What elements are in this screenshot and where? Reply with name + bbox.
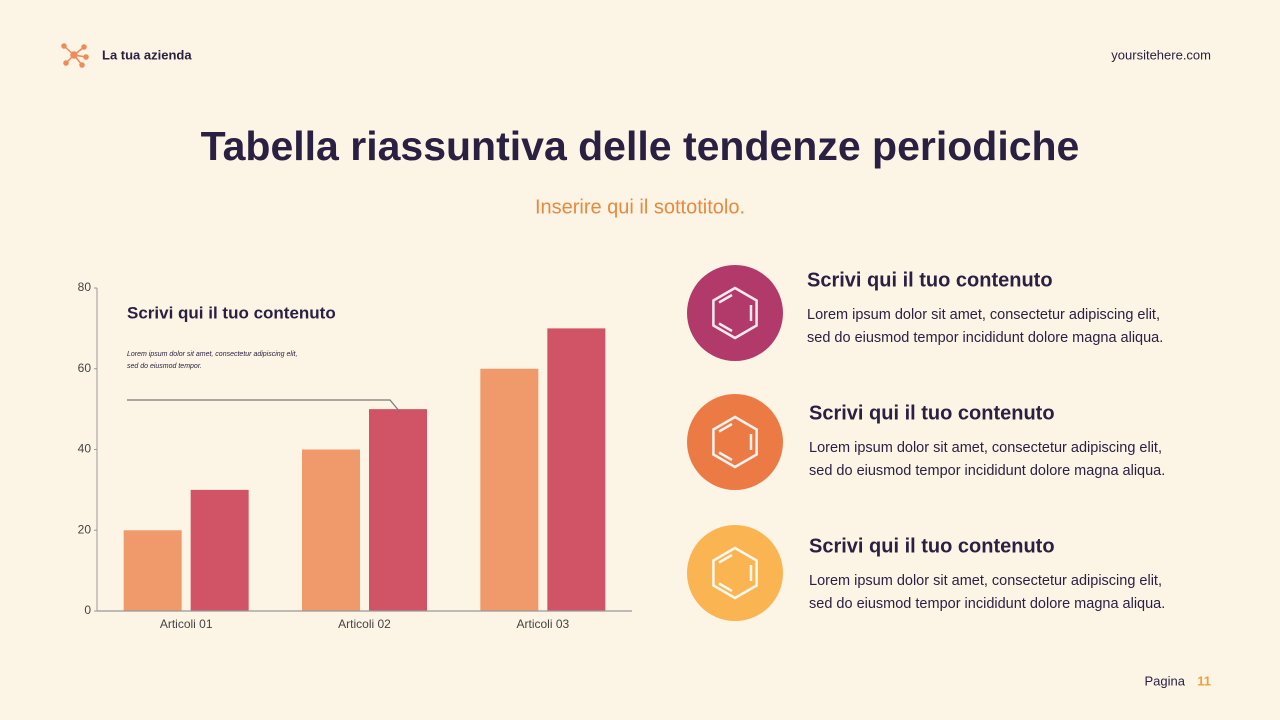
y-tick-label: 80 <box>78 280 92 294</box>
item-heading: Scrivi qui il tuo contenuto <box>807 269 1053 291</box>
item-text: Lorem ipsum dolor sit amet, consectetur … <box>809 440 1162 456</box>
bar <box>302 449 360 611</box>
bar <box>123 530 182 611</box>
item-text: Lorem ipsum dolor sit amet, consectetur … <box>807 307 1160 323</box>
bar <box>369 409 427 611</box>
item-text: sed do eiusmod tempor incididunt dolore … <box>807 330 1163 346</box>
bar <box>190 489 249 611</box>
y-tick-label: 60 <box>78 361 92 375</box>
page-number: 11 <box>1197 673 1211 688</box>
logo-icon <box>61 43 89 68</box>
annotation-title: Scrivi qui il tuo contenuto <box>127 303 336 322</box>
item-text: sed do eiusmod tempor incididunt dolore … <box>809 463 1165 479</box>
title: Tabella riassuntiva delle tendenze perio… <box>201 123 1080 169</box>
annotation-pointer <box>127 399 401 413</box>
annotation-text: sed do eiusmod tempor. <box>127 363 202 370</box>
icon <box>687 394 783 490</box>
item-heading: Scrivi qui il tuo contenuto <box>809 402 1055 424</box>
page-label: Pagina <box>1145 673 1186 688</box>
icon <box>687 525 783 621</box>
item-heading: Scrivi qui il tuo contenuto <box>809 535 1055 557</box>
website: yoursitehere.com <box>1111 47 1211 62</box>
y-tick-label: 40 <box>78 442 92 456</box>
x-tick-label: Articoli 02 <box>338 617 391 631</box>
company-name: La tua azienda <box>102 47 192 62</box>
annotation-text: Lorem ipsum dolor sit amet, consectetur … <box>127 351 297 358</box>
bar <box>547 328 606 611</box>
y-tick-label: 20 <box>78 522 92 536</box>
subtitle: Inserire qui il sottotitolo. <box>535 196 745 218</box>
item-text: sed do eiusmod tempor incididunt dolore … <box>809 596 1165 612</box>
x-tick-label: Articoli 01 <box>160 617 213 631</box>
bar <box>480 368 539 611</box>
icon <box>687 265 783 361</box>
y-tick-label: 0 <box>84 603 91 617</box>
chart: 0 20 40 60 80 Articoli 01 Articoli 02 Articoli … <box>78 280 632 631</box>
item-text: Lorem ipsum dolor sit amet, consectetur … <box>809 573 1162 589</box>
x-tick-label: Articoli 03 <box>516 617 569 631</box>
